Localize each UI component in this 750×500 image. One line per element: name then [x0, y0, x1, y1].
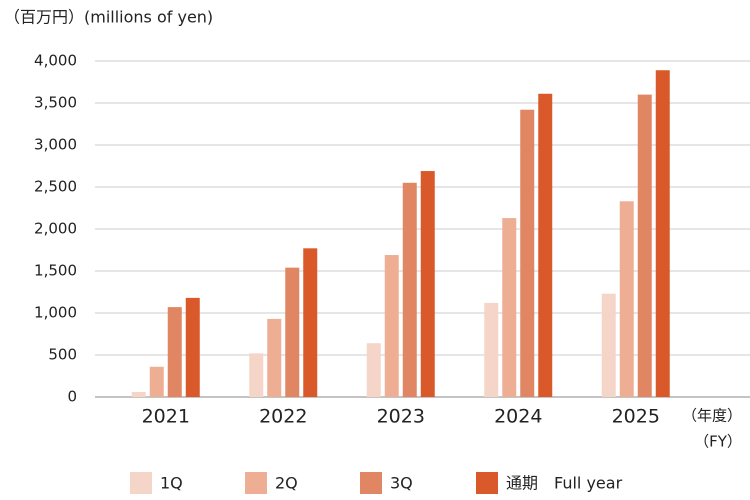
legend-swatch	[245, 472, 267, 494]
bar	[520, 109, 535, 397]
x-tick-label: 2022	[259, 406, 307, 428]
bar	[167, 307, 182, 397]
bar	[637, 94, 652, 397]
y-tick-label: 1,000	[34, 304, 77, 322]
y-tick-label: 0	[67, 388, 77, 406]
legend-label: 2Q	[275, 474, 298, 493]
bar	[601, 293, 616, 397]
bar	[420, 171, 435, 397]
bar	[249, 353, 264, 397]
legend-label: 通期 Full year	[506, 474, 623, 493]
y-tick-label: 1,500	[34, 262, 77, 280]
chart-title: （百万円）(millions of yen)	[4, 8, 213, 27]
bar	[303, 248, 318, 397]
y-tick-label: 3,500	[34, 94, 77, 112]
x-tick-label: 2025	[612, 406, 660, 428]
y-tick-label: 3,000	[34, 136, 77, 154]
bar	[502, 218, 517, 397]
bar	[185, 297, 200, 397]
bar	[285, 267, 300, 397]
bar	[366, 343, 381, 397]
y-tick-label: 2,000	[34, 220, 77, 238]
bar	[655, 70, 670, 398]
bar	[402, 182, 417, 397]
x-axis-label-sub: （FY）	[694, 433, 742, 451]
y-tick-label: 2,500	[34, 178, 77, 196]
bar	[484, 302, 499, 397]
legend-label: 3Q	[390, 474, 413, 493]
legend-swatch	[130, 472, 152, 494]
bar	[538, 93, 553, 397]
bar	[267, 318, 282, 397]
legend-swatch	[476, 472, 498, 494]
x-tick-label: 2024	[494, 406, 542, 428]
bar	[619, 201, 634, 397]
bar	[149, 366, 164, 397]
bar	[131, 391, 146, 397]
x-tick-label: 2023	[377, 406, 425, 428]
legend-swatch	[360, 472, 382, 494]
x-axis-label: （年度）	[682, 407, 742, 425]
legend-label: 1Q	[160, 474, 183, 493]
bar	[384, 255, 399, 397]
y-tick-label: 4,000	[34, 52, 77, 70]
x-tick-label: 2021	[142, 406, 190, 428]
y-tick-label: 500	[48, 346, 77, 364]
